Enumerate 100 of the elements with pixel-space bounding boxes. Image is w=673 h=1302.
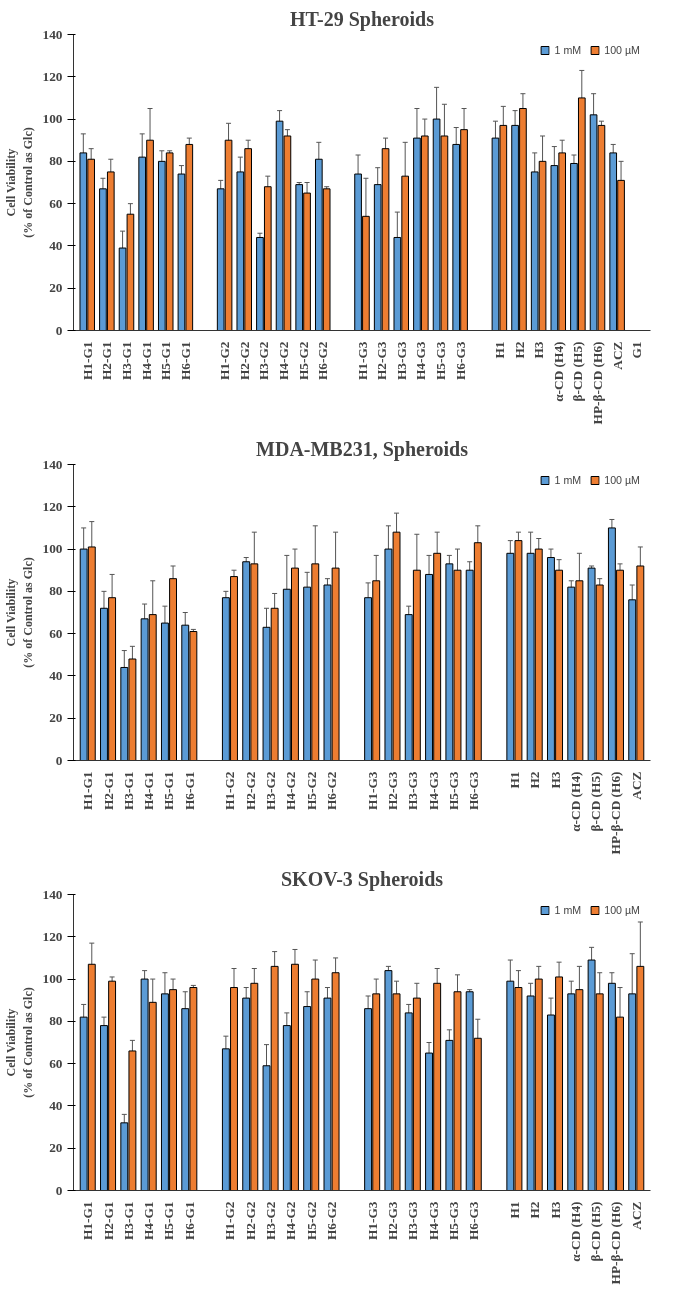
x-tick-label: α-CD (H4) [567, 1201, 583, 1262]
x-tick-label: H3-G1 [118, 341, 134, 380]
x-tick-label: H6-G1 [177, 341, 193, 380]
y-tick-label: 20 [49, 1140, 63, 1156]
x-tick-label: H2-G2 [242, 1201, 258, 1240]
x-tick-label: H1-G2 [222, 1201, 238, 1240]
x-tick-label: H5-G1 [161, 771, 177, 810]
x-tick-label: H3-G3 [405, 771, 421, 810]
chart-title: MDA-MB231, Spheroids [256, 437, 469, 461]
y-tick-label: 60 [49, 195, 63, 211]
x-tick-label: HP-β-CD (H6) [608, 771, 624, 855]
y-tick-label: 120 [42, 928, 63, 944]
x-tick-label: H1 [506, 771, 522, 789]
y-tick-label: 120 [42, 68, 63, 84]
y-tick-label: 80 [49, 153, 63, 169]
x-tick-label: H4-G1 [138, 341, 154, 380]
x-tick-label: H1 [491, 341, 507, 359]
x-tick-label: H1 [506, 1201, 522, 1219]
x-tick-label: H2-G3 [374, 341, 390, 380]
y-axis-title: Cell Viability (% of Control as Glc) [3, 557, 35, 668]
x-tick-label: H4-G1 [141, 1201, 157, 1240]
legend-label: 100 µM [604, 44, 640, 56]
x-tick-label: ACZ [628, 771, 644, 800]
legend-label: 100 µM [604, 474, 640, 486]
x-tick-label: β-CD (H5) [588, 771, 604, 832]
x-tick-label: H2-G1 [100, 1201, 116, 1240]
y-tick-label: 140 [42, 456, 63, 472]
x-tick-label: H5-G1 [161, 1201, 177, 1240]
x-tick-label: H1-G3 [364, 1201, 380, 1240]
x-tick-label: H3-G2 [256, 341, 272, 380]
x-tick-label: H3 [547, 1201, 563, 1219]
y-axis-title: Cell Viability (% of Control as Glc) [3, 987, 35, 1098]
x-tick-label: H2 [527, 771, 543, 789]
x-tick-label: H3-G2 [263, 1201, 279, 1240]
x-tick-label: H2-G3 [384, 1201, 400, 1240]
x-tick-label: H1-G1 [79, 341, 95, 380]
x-tick-label: H6-G3 [466, 771, 482, 810]
x-tick-label: H4-G1 [141, 771, 157, 810]
x-tick-label: H5-G2 [303, 771, 319, 810]
x-tick-label: H2-G1 [100, 771, 116, 810]
y-tick-label: 140 [42, 26, 63, 42]
x-tick-label: H3-G1 [120, 771, 136, 810]
y-tick-label: 40 [49, 237, 63, 253]
y-tick-label: 100 [42, 111, 63, 127]
x-tick-label: H2-G2 [236, 341, 252, 380]
x-tick-label: H6-G2 [315, 341, 331, 380]
x-tick-label: H2 [527, 1201, 543, 1219]
x-tick-label: H1-G2 [217, 341, 233, 380]
x-tick-label: α-CD (H4) [550, 341, 566, 402]
y-tick-label: 20 [49, 710, 63, 726]
x-tick-label: H5-G3 [445, 1201, 461, 1240]
x-tick-label: H4-G2 [283, 771, 299, 810]
x-tick-label: H4-G2 [283, 1201, 299, 1240]
x-tick-label: H6-G2 [324, 1201, 340, 1240]
x-tick-label: ACZ [609, 341, 625, 370]
x-tick-label: H6-G1 [181, 771, 197, 810]
x-tick-label: H1-G3 [354, 341, 370, 380]
x-tick-label: H1-G3 [364, 771, 380, 810]
y-tick-label: 20 [49, 280, 63, 296]
chart-title: HT-29 Spheroids [290, 7, 435, 31]
x-tick-label: H4-G2 [276, 341, 291, 380]
x-tick-label: H2-G2 [242, 771, 258, 810]
chart-title: SKOV-3 Spheroids [280, 867, 444, 891]
x-tick-label: H6-G2 [324, 771, 340, 810]
x-tick-label: H2 [511, 341, 527, 359]
x-tick-label: H2-G1 [99, 341, 115, 380]
x-tick-label: H3-G2 [263, 771, 279, 810]
x-tick-label: H5-G2 [303, 1201, 319, 1240]
x-tick-label: H4-G3 [413, 341, 429, 380]
y-tick-label: 60 [49, 625, 63, 641]
y-tick-label: 120 [42, 498, 63, 514]
x-tick-label: H6-G3 [466, 1201, 482, 1240]
x-tick-label: H1-G2 [222, 771, 238, 810]
legend-label: 1 mM [554, 474, 582, 486]
x-tick-label: H1-G1 [80, 1201, 96, 1240]
x-tick-label: H3-G3 [405, 1201, 421, 1240]
y-tick-label: 80 [49, 1013, 63, 1029]
x-tick-label: H2-G3 [384, 771, 400, 810]
y-tick-label: 100 [42, 541, 63, 557]
legend-label: 1 mM [554, 44, 582, 56]
x-tick-label: H1-G1 [80, 771, 96, 810]
y-tick-label: 40 [49, 667, 63, 683]
x-tick-label: H6-G3 [452, 341, 468, 380]
x-tick-label: β-CD (H5) [588, 1201, 604, 1262]
x-tick-label: H5-G3 [433, 341, 448, 380]
y-axis-title: Cell Viability (% of Control as Glc) [3, 127, 35, 238]
legend-label: 1 mM [554, 904, 582, 916]
x-tick-label: H4-G3 [425, 771, 441, 810]
y-tick-label: 60 [49, 1055, 63, 1071]
y-tick-label: 0 [55, 752, 63, 768]
y-tick-label: 100 [42, 971, 63, 987]
x-tick-label: H5-G1 [158, 341, 174, 380]
x-tick-label: HP-β-CD (H6) [590, 341, 606, 425]
x-tick-label: α-CD (H4) [567, 771, 583, 832]
x-tick-label: β-CD (H5) [570, 341, 586, 402]
x-tick-label: G1 [629, 341, 645, 359]
x-tick-label: H5-G2 [295, 341, 311, 380]
x-tick-label: H3 [547, 771, 563, 789]
y-tick-label: 0 [55, 322, 63, 338]
x-tick-label: H3-G3 [393, 341, 409, 380]
